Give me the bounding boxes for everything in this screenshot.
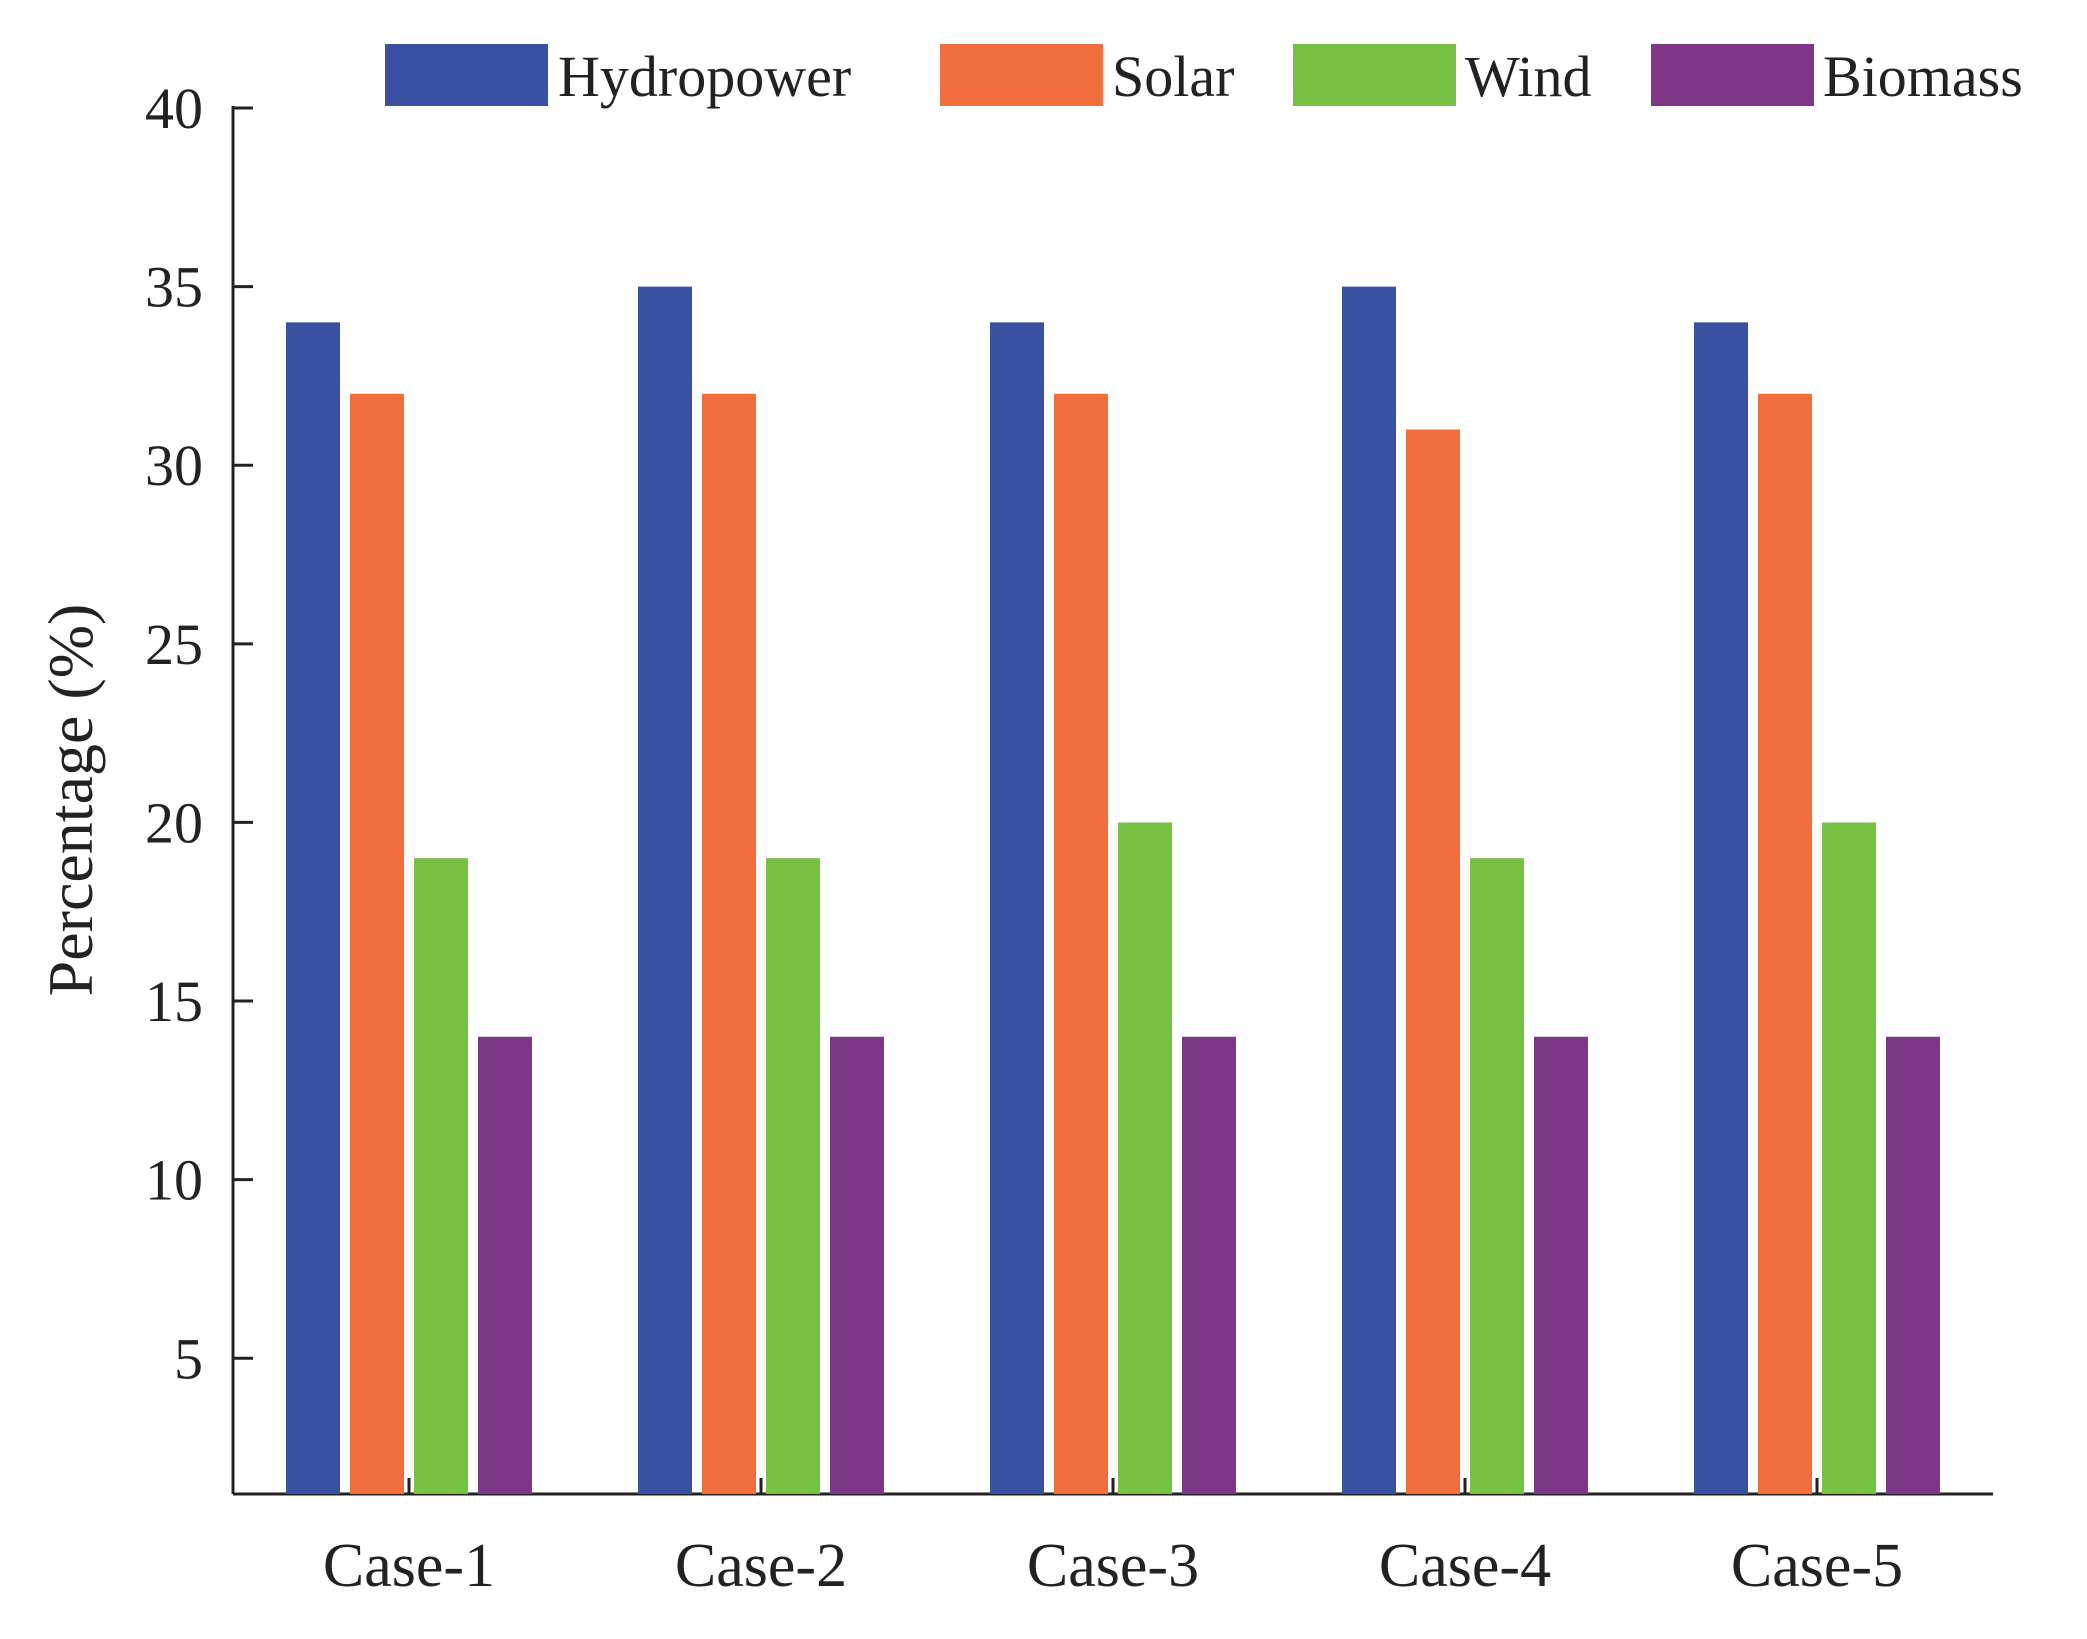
y-tick-label: 40	[145, 76, 203, 141]
legend-label: Hydropower	[558, 44, 851, 109]
legend-swatch	[1293, 44, 1456, 106]
bar-biomass-case-3	[1182, 1036, 1236, 1494]
bar-solar-case-5	[1758, 393, 1812, 1494]
x-tick-label: Case-5	[1731, 1532, 1903, 1600]
bar-wind-case-1	[414, 858, 468, 1494]
y-tick-label: 20	[145, 790, 203, 855]
bar-wind-case-3	[1118, 822, 1172, 1494]
axes: 5 10 15 20 25 30 35 40 Case-1 Case-2 Case-3 Case-4 C…	[145, 76, 1993, 1600]
bar-hydropower-case-3	[990, 322, 1044, 1495]
y-tick-label: 30	[145, 433, 203, 498]
bar-biomass-case-5	[1886, 1036, 1940, 1494]
bar-solar-case-3	[1054, 393, 1108, 1494]
y-axis-label: Percentage (%)	[35, 604, 106, 997]
y-tick-label: 5	[174, 1326, 203, 1391]
bar-wind-case-5	[1822, 822, 1876, 1494]
legend-item-solar: Solar	[940, 44, 1234, 109]
bars	[286, 286, 1940, 1495]
bar-hydropower-case-2	[638, 286, 692, 1494]
bar-solar-case-1	[350, 393, 404, 1494]
bar-hydropower-case-1	[286, 322, 340, 1495]
bar-hydropower-case-5	[1694, 322, 1748, 1495]
bar-biomass-case-2	[830, 1036, 884, 1494]
legend-item-wind: Wind	[1293, 44, 1592, 109]
bar-wind-case-4	[1470, 858, 1524, 1494]
bar-wind-case-2	[766, 858, 820, 1494]
legend-swatch	[385, 44, 548, 106]
y-tick-label: 35	[145, 255, 203, 320]
y-tick-label: 15	[145, 969, 203, 1034]
bar-biomass-case-1	[478, 1036, 532, 1494]
legend-label: Solar	[1112, 44, 1234, 109]
x-tick-label: Case-1	[323, 1532, 495, 1600]
legend-swatch	[940, 44, 1103, 106]
bar-solar-case-4	[1406, 429, 1460, 1494]
x-tick-label: Case-3	[1027, 1532, 1199, 1600]
legend-item-hydropower: Hydropower	[385, 44, 851, 109]
y-tick-label: 25	[145, 612, 203, 677]
y-tick-label: 10	[145, 1148, 203, 1213]
bar-biomass-case-4	[1534, 1036, 1588, 1494]
legend-swatch	[1651, 44, 1814, 106]
x-tick-label: Case-4	[1379, 1532, 1551, 1600]
bar-hydropower-case-4	[1342, 286, 1396, 1494]
legend-item-biomass: Biomass	[1651, 44, 2023, 109]
legend-label: Wind	[1465, 44, 1592, 109]
bar-solar-case-2	[702, 393, 756, 1494]
legend-label: Biomass	[1823, 44, 2023, 109]
legend: Hydropower Solar Wind Biomass	[385, 44, 2023, 109]
x-tick-label: Case-2	[675, 1532, 847, 1600]
